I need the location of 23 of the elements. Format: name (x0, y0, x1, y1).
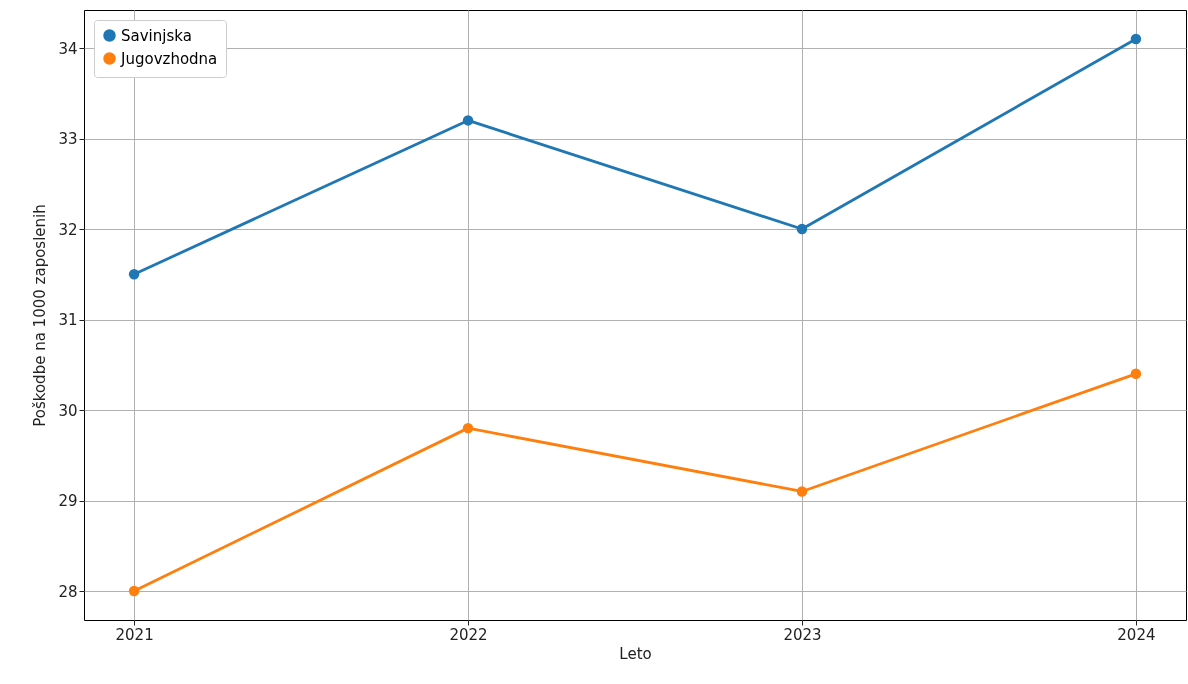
legend-label: Savinjska (121, 26, 192, 45)
x-tick-label: 2023 (783, 625, 822, 644)
point (1130, 33, 1142, 45)
y-tick-label: 30 (58, 401, 78, 420)
x-tick-label: 2024 (1117, 625, 1156, 644)
y-tick-label: 34 (58, 39, 78, 58)
point (462, 115, 474, 126)
y-tick-label: 31 (58, 311, 78, 330)
point (128, 585, 140, 597)
x-tick-label: 2021 (115, 625, 154, 644)
point (128, 269, 140, 280)
x-axis-title: Leto (619, 644, 652, 663)
y-tick-label: 33 (58, 130, 78, 149)
y-axis-title: Poškodbe na 1000 zaposlenih (31, 204, 50, 427)
y-tick-label: 29 (58, 492, 78, 511)
y-tick-label: 32 (58, 220, 78, 239)
point (796, 223, 808, 235)
legend-label: Jugovzhodna (120, 49, 218, 68)
point (1130, 368, 1142, 380)
point (796, 486, 808, 497)
y-tick-label: 28 (58, 582, 78, 601)
x-tick-label: 2022 (449, 625, 488, 644)
point (462, 422, 474, 434)
